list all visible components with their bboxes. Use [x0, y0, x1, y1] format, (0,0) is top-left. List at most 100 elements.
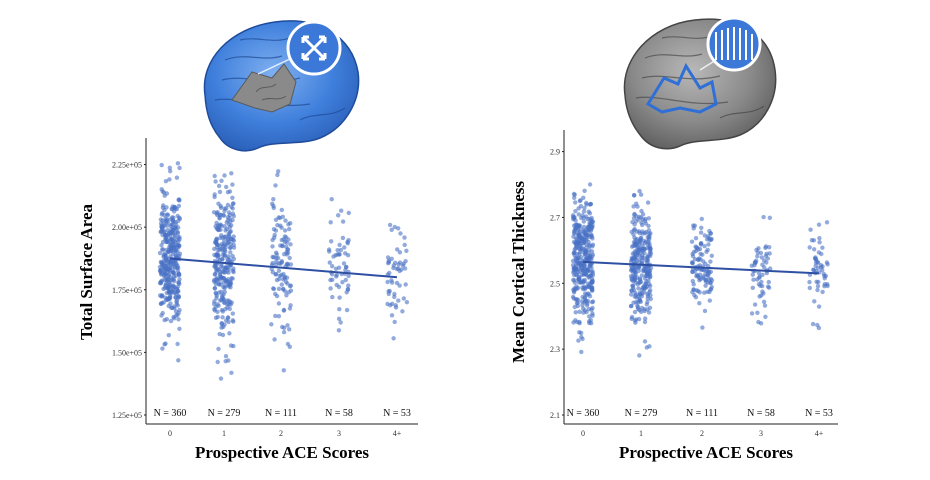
data-point — [271, 205, 276, 211]
data-point — [169, 305, 175, 311]
data-point — [644, 258, 649, 263]
data-point — [572, 304, 577, 310]
data-point — [218, 376, 224, 381]
group-size-label: N = 58 — [325, 408, 353, 419]
data-point — [581, 195, 586, 200]
data-point — [212, 277, 217, 283]
data-point — [176, 243, 181, 248]
data-point — [640, 222, 645, 228]
data-point — [340, 219, 346, 224]
data-point — [328, 220, 333, 225]
data-point — [812, 299, 817, 304]
data-point — [224, 184, 229, 190]
data-point — [589, 284, 594, 290]
data-point — [220, 309, 226, 314]
data-point — [222, 173, 227, 178]
data-point — [168, 217, 173, 222]
data-point — [212, 307, 217, 312]
data-point — [213, 179, 218, 184]
data-point — [174, 299, 179, 304]
data-point — [629, 288, 634, 293]
data-point — [164, 247, 169, 253]
data-point — [647, 305, 653, 310]
data-point — [336, 328, 342, 333]
data-point — [642, 339, 648, 344]
data-point — [763, 253, 769, 259]
data-point — [401, 296, 406, 301]
y-tick-label: 1.25e+05 — [112, 411, 142, 420]
data-point — [160, 205, 166, 210]
data-point — [223, 359, 228, 364]
data-point — [212, 173, 217, 179]
data-point — [159, 243, 164, 248]
data-point — [639, 255, 645, 260]
data-point — [226, 254, 231, 259]
brain-cortical-thickness-icon — [623, 16, 777, 150]
data-point — [285, 247, 291, 252]
data-point — [590, 313, 595, 318]
data-point — [581, 219, 586, 224]
group-size-label: N = 360 — [154, 408, 187, 419]
data-point — [629, 316, 634, 321]
data-point — [279, 259, 284, 264]
data-point — [282, 239, 288, 244]
data-point — [397, 283, 402, 288]
data-point — [751, 277, 756, 282]
data-point — [282, 228, 288, 233]
data-point — [648, 288, 653, 293]
data-point — [163, 341, 168, 346]
data-point — [579, 264, 584, 270]
data-point — [400, 309, 405, 314]
data-point — [217, 331, 222, 337]
data-point — [402, 242, 407, 248]
data-point — [160, 271, 165, 276]
data-point — [343, 251, 348, 256]
data-point — [576, 232, 582, 237]
data-point — [287, 255, 292, 261]
data-point — [582, 295, 587, 300]
data-point — [173, 261, 178, 267]
data-point — [588, 273, 593, 278]
data-point — [825, 262, 830, 267]
data-point — [706, 235, 711, 241]
data-point — [163, 258, 168, 263]
data-point — [632, 193, 637, 198]
data-point — [570, 263, 576, 268]
data-point — [175, 341, 180, 347]
data-point — [273, 313, 278, 319]
data-point — [634, 258, 639, 263]
data-point — [336, 284, 342, 290]
data-point — [286, 290, 291, 295]
data-point — [645, 299, 650, 305]
data-point — [337, 252, 342, 257]
data-point — [392, 319, 397, 325]
data-point — [702, 244, 707, 249]
data-point — [402, 235, 407, 240]
data-point — [164, 317, 169, 322]
data-point — [807, 285, 812, 291]
data-point — [582, 248, 587, 254]
data-point — [574, 266, 579, 272]
data-point — [640, 246, 645, 251]
data-point — [161, 221, 167, 226]
data-point — [389, 313, 395, 318]
data-point — [221, 276, 227, 281]
data-point — [643, 316, 648, 321]
data-point — [227, 331, 232, 336]
y-tick-labels: 1.25e+05 1.50e+05 1.75e+05 2.00e+05 2.25e+05 — [112, 161, 146, 420]
data-point — [279, 282, 284, 287]
data-point — [225, 265, 230, 271]
data-point — [270, 237, 275, 243]
data-point — [396, 298, 401, 303]
data-point — [702, 308, 708, 314]
data-point — [764, 270, 769, 276]
data-point — [632, 309, 638, 315]
data-point — [579, 349, 584, 355]
group-size-label: N = 58 — [747, 408, 775, 419]
data-point — [218, 212, 223, 217]
data-point — [337, 307, 342, 312]
data-point — [589, 234, 595, 239]
data-point — [397, 250, 403, 255]
data-point — [214, 240, 219, 245]
data-point — [573, 209, 578, 214]
